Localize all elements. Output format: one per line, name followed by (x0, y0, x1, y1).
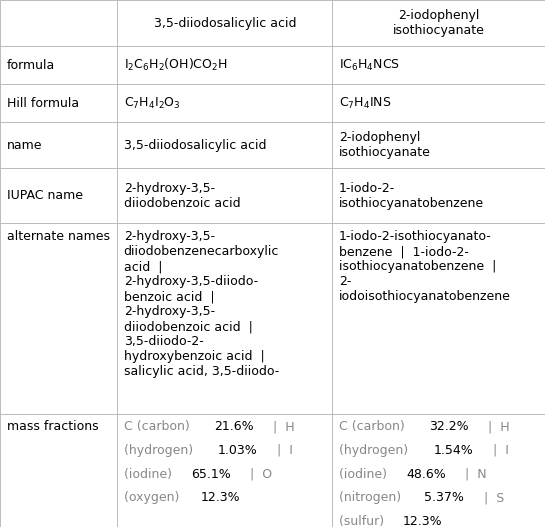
Text: 1.54%: 1.54% (433, 444, 473, 457)
Text: C$_7$H$_4$INS: C$_7$H$_4$INS (339, 95, 391, 111)
Text: IUPAC name: IUPAC name (7, 189, 82, 202)
Text: (iodine): (iodine) (124, 467, 175, 481)
Text: 2-iodophenyl
isothiocyanate: 2-iodophenyl isothiocyanate (393, 9, 485, 37)
Bar (0, 168, 117, 223)
Bar (332, 46, 545, 84)
Text: 65.1%: 65.1% (191, 467, 231, 481)
Text: Hill formula: Hill formula (7, 96, 78, 110)
Text: 32.2%: 32.2% (429, 421, 469, 433)
Text: 5.37%: 5.37% (425, 491, 464, 504)
Text: 1-iodo-2-
isothiocyanatobenzene: 1-iodo-2- isothiocyanatobenzene (339, 182, 484, 210)
Bar (0, 122, 117, 168)
Text: |  I: | I (485, 444, 508, 457)
Text: C (carbon): C (carbon) (339, 421, 409, 433)
Text: 12.3%: 12.3% (201, 491, 240, 504)
Bar (117, 414, 332, 527)
Text: |  S: | S (476, 491, 504, 504)
Text: (hydrogen): (hydrogen) (339, 444, 412, 457)
Bar (332, 122, 545, 168)
Bar (332, 168, 545, 223)
Text: (oxygen): (oxygen) (124, 491, 183, 504)
Bar (0, 46, 117, 84)
Bar (332, 414, 545, 527)
Text: alternate names: alternate names (7, 230, 110, 243)
Bar (332, 223, 545, 414)
Text: 2-hydroxy-3,5-
diiodobenzoic acid: 2-hydroxy-3,5- diiodobenzoic acid (124, 182, 240, 210)
Bar (0, 84, 117, 122)
Bar (117, 168, 332, 223)
Text: C$_7$H$_4$I$_2$O$_3$: C$_7$H$_4$I$_2$O$_3$ (124, 95, 180, 111)
Text: 48.6%: 48.6% (406, 467, 446, 481)
Bar (117, 0, 332, 46)
Text: IC$_6$H$_4$NCS: IC$_6$H$_4$NCS (339, 57, 400, 73)
Bar (332, 0, 545, 46)
Text: |  O: | O (242, 467, 272, 481)
Text: |  N: | N (457, 467, 487, 481)
Text: (iodine): (iodine) (339, 467, 391, 481)
Bar (0, 0, 117, 46)
Text: 3,5-diiodosalicylic acid: 3,5-diiodosalicylic acid (124, 139, 266, 152)
Text: C (carbon): C (carbon) (124, 421, 193, 433)
Bar (0, 223, 117, 414)
Text: |  H: | H (480, 421, 510, 433)
Text: |  H: | H (265, 421, 294, 433)
Bar (117, 84, 332, 122)
Text: I$_2$C$_6$H$_2$(OH)CO$_2$H: I$_2$C$_6$H$_2$(OH)CO$_2$H (124, 57, 227, 73)
Text: 1-iodo-2-isothiocyanato-
benzene  |  1-iodo-2-
isothiocyanatobenzene  |
2-
iodoi: 1-iodo-2-isothiocyanato- benzene | 1-iod… (339, 230, 511, 303)
Text: |  I: | I (269, 444, 293, 457)
Text: (hydrogen): (hydrogen) (124, 444, 197, 457)
Bar (117, 223, 332, 414)
Bar (332, 84, 545, 122)
Text: (sulfur): (sulfur) (339, 515, 388, 527)
Text: 3,5-diiodosalicylic acid: 3,5-diiodosalicylic acid (154, 16, 296, 30)
Text: 2-iodophenyl
isothiocyanate: 2-iodophenyl isothiocyanate (339, 131, 431, 159)
Bar (0, 414, 117, 527)
Text: name: name (7, 139, 42, 152)
Bar (117, 122, 332, 168)
Text: 12.3%: 12.3% (402, 515, 442, 527)
Text: 21.6%: 21.6% (214, 421, 253, 433)
Bar (117, 46, 332, 84)
Text: formula: formula (7, 58, 55, 72)
Text: 2-hydroxy-3,5-
diiodobenzenecarboxylic
acid  |
2-hydroxy-3,5-diiodo-
benzoic aci: 2-hydroxy-3,5- diiodobenzenecarboxylic a… (124, 230, 279, 378)
Text: 1.03%: 1.03% (218, 444, 258, 457)
Text: (nitrogen): (nitrogen) (339, 491, 405, 504)
Text: mass fractions: mass fractions (7, 421, 98, 433)
